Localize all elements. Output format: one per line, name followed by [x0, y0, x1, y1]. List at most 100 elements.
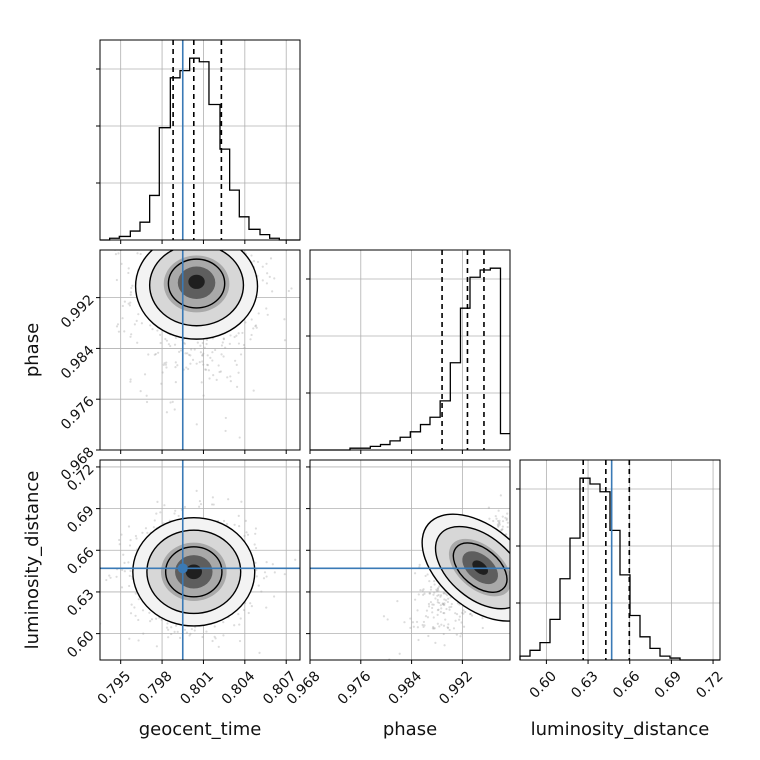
scatter-point [417, 593, 420, 596]
scatter-point [193, 348, 196, 351]
scatter-point [217, 364, 220, 367]
scatter-point [432, 593, 435, 596]
scatter-point [160, 382, 163, 385]
scatter-point [198, 361, 201, 364]
scatter-point [148, 611, 151, 614]
scatter-point [257, 584, 260, 587]
scatter-point [443, 644, 446, 647]
scatter-point [435, 589, 439, 593]
scatter-point [226, 376, 229, 379]
scatter-point [271, 563, 274, 566]
scatter-point [421, 589, 424, 592]
scatter-point [128, 637, 131, 640]
density-level [188, 274, 205, 289]
joint-content [114, 250, 293, 450]
scatter-point [398, 652, 401, 655]
scatter-point [206, 364, 210, 367]
scatter-point [481, 617, 484, 620]
scatter-point [185, 366, 188, 369]
phase-y-axis-label: phase [22, 323, 43, 377]
scatter-point [116, 323, 120, 326]
scatter-point [255, 568, 258, 572]
scatter-point [120, 586, 124, 589]
hist-bar [620, 575, 630, 660]
scatter-point [258, 651, 261, 654]
hist-bar [470, 277, 480, 450]
contour-line [452, 542, 508, 593]
scatter-point [436, 588, 439, 591]
scatter-point [269, 257, 273, 260]
scatter-point [252, 389, 255, 392]
scatter-point [164, 337, 167, 341]
scatter-point [179, 349, 183, 352]
hist-bar [159, 128, 170, 240]
scatter-point [164, 363, 168, 366]
luminosity-distance-x-axis-label: luminosity_distance [531, 719, 710, 740]
geocent-time-axis-label: geocent_time [139, 719, 262, 740]
scatter-point [234, 359, 237, 362]
scatter-point [129, 569, 132, 573]
scatter-point [424, 615, 428, 618]
scatter-point [167, 636, 170, 639]
scatter-point [129, 301, 132, 304]
scatter-point [233, 335, 236, 339]
scatter-point [450, 602, 453, 606]
scatter-point [261, 279, 264, 282]
scatter-point [250, 318, 253, 321]
scatter-point [214, 348, 217, 352]
scatter-point [250, 333, 253, 337]
scatter-point [155, 512, 158, 515]
scatter-point [108, 574, 111, 577]
scatter-point [212, 503, 215, 506]
scatter-point [163, 504, 166, 507]
scatter-point [434, 597, 437, 600]
scatter-point [252, 260, 256, 263]
scatter-point [105, 578, 108, 582]
scatter-point [470, 614, 474, 617]
hist-bar [410, 432, 420, 450]
scatter-point [439, 610, 442, 613]
scatter-point [260, 590, 263, 593]
scatter-point [237, 514, 240, 518]
scatter-point [481, 626, 484, 630]
scatter-point [433, 580, 436, 583]
scatter-point [118, 538, 121, 542]
scatter-point [183, 505, 187, 509]
scatter-point [422, 593, 425, 596]
luminosity-distance-y-axis-label: luminosity_distance [22, 471, 43, 650]
panel-frame [99, 249, 301, 451]
panel-frame [99, 459, 301, 661]
scatter-point [505, 533, 508, 536]
scatter-point [127, 561, 130, 564]
scatter-point [165, 366, 168, 369]
scatter-point [241, 331, 244, 335]
scatter-point [152, 526, 155, 529]
scatter-point [422, 620, 426, 624]
scatter-point [442, 632, 445, 636]
hist-bar [209, 105, 220, 240]
hist-bar [199, 62, 209, 240]
hist-bar [140, 222, 150, 240]
scatter-point [429, 588, 433, 591]
scatter-point [505, 517, 509, 520]
scatter-point [265, 606, 268, 609]
contour-line [421, 513, 510, 622]
scatter-point [444, 592, 448, 595]
scatter-point [207, 369, 210, 372]
scatter-point [169, 344, 172, 348]
scatter-point [245, 531, 248, 534]
scatter-point [225, 522, 229, 526]
scatter-point [219, 370, 222, 373]
scatter-point [448, 608, 451, 611]
scatter-point [250, 254, 253, 257]
scatter-point [504, 516, 507, 519]
scatter-point [159, 511, 162, 514]
scatter-point [214, 637, 217, 640]
scatter-point [131, 284, 134, 287]
scatter-point [436, 594, 439, 597]
scatter-point [432, 627, 435, 630]
scatter-point [123, 570, 126, 573]
scatter-point [438, 625, 441, 628]
scatter-point [224, 429, 227, 433]
panel-frame [99, 39, 301, 241]
